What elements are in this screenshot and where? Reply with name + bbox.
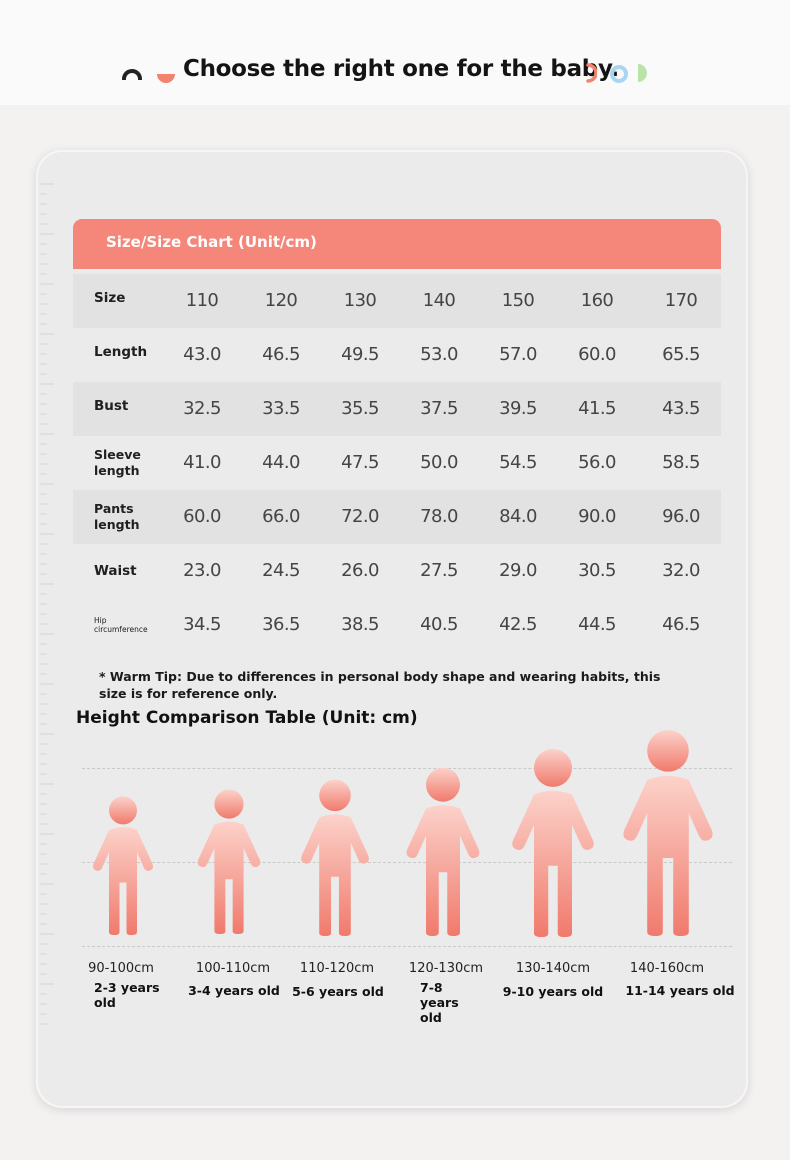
size-cell: 160 <box>580 290 614 311</box>
value-cell: 66.0 <box>262 506 300 527</box>
value-cell: 42.5 <box>499 614 537 635</box>
table-header: Size/Size Chart (Unit/cm) <box>73 219 721 269</box>
value-cell: 65.5 <box>662 344 700 365</box>
value-cell: 44.0 <box>262 452 300 473</box>
value-cell: 57.0 <box>499 344 537 365</box>
size-cell: 130 <box>343 290 377 311</box>
grid-line <box>82 862 732 863</box>
value-cell: 53.0 <box>420 344 458 365</box>
table-row-sleeve-length: Sleeve length 41.0 44.0 47.5 50.0 54.5 5… <box>73 436 721 490</box>
value-cell: 60.0 <box>578 344 616 365</box>
table-row-hip: Hip circumference 34.5 36.5 38.5 40.5 42… <box>73 598 721 652</box>
top-band <box>0 0 790 105</box>
size-cell: 110 <box>185 290 219 311</box>
height-table-title: Height Comparison Table (Unit: cm) <box>76 708 418 728</box>
row-label: Length <box>94 344 148 360</box>
child-figure-icon <box>616 727 720 937</box>
value-cell: 58.5 <box>662 452 700 473</box>
height-range: 120-130cm <box>408 961 484 976</box>
value-cell: 23.0 <box>183 560 221 581</box>
table-row-waist: Waist 23.0 24.5 26.0 27.5 29.0 30.5 32.0 <box>73 544 721 598</box>
arch-icon <box>122 69 142 80</box>
value-cell: 27.5 <box>420 560 458 581</box>
headline-row: Choose the right one for the baby. <box>0 52 790 96</box>
height-range: 100-110cm <box>195 961 271 976</box>
age-label: 11-14 years old <box>625 983 735 998</box>
age-label: 7-8 years old <box>420 980 459 1025</box>
row-label: Hip circumference <box>94 616 148 634</box>
table-row-length: Length 43.0 46.5 49.5 53.0 57.0 60.0 65.… <box>73 328 721 382</box>
ring-icon <box>610 65 628 83</box>
half-circle-icon <box>638 64 647 82</box>
value-cell: 36.5 <box>262 614 300 635</box>
value-cell: 34.5 <box>183 614 221 635</box>
age-label: 2-3 years old <box>94 980 160 1010</box>
child-figure-icon <box>400 766 486 936</box>
value-cell: 40.5 <box>420 614 458 635</box>
grid-line <box>82 946 732 947</box>
age-label: 3-4 years old <box>188 983 280 998</box>
value-cell: 72.0 <box>341 506 379 527</box>
value-cell: 43.5 <box>662 398 700 419</box>
crescent-icon <box>586 63 597 83</box>
value-cell: 44.5 <box>578 614 616 635</box>
size-cell: 170 <box>664 290 698 311</box>
value-cell: 26.0 <box>341 560 379 581</box>
value-cell: 60.0 <box>183 506 221 527</box>
height-range: 90-100cm <box>88 961 154 976</box>
value-cell: 78.0 <box>420 506 458 527</box>
child-figure-icon <box>192 788 266 934</box>
age-label: 5-6 years old <box>292 984 384 999</box>
row-label: Bust <box>94 398 129 414</box>
row-label: Waist <box>94 563 137 579</box>
child-figure-icon <box>294 778 376 936</box>
table-row-bust: Bust 32.5 33.5 35.5 37.5 39.5 41.5 43.5 <box>73 382 721 436</box>
value-cell: 33.5 <box>262 398 300 419</box>
row-label: Sleeve length <box>94 447 141 478</box>
table-row-size: Size 110 120 130 140 150 160 170 <box>73 274 721 328</box>
value-cell: 46.5 <box>662 614 700 635</box>
child-figure-icon <box>86 795 160 935</box>
value-cell: 96.0 <box>662 506 700 527</box>
size-table: Size 110 120 130 140 150 160 170 Length … <box>73 274 721 652</box>
size-cell: 140 <box>422 290 456 311</box>
value-cell: 84.0 <box>499 506 537 527</box>
value-cell: 41.5 <box>578 398 616 419</box>
value-cell: 29.0 <box>499 560 537 581</box>
height-range: 110-120cm <box>299 961 375 976</box>
value-cell: 90.0 <box>578 506 616 527</box>
value-cell: 56.0 <box>578 452 616 473</box>
value-cell: 35.5 <box>341 398 379 419</box>
value-cell: 39.5 <box>499 398 537 419</box>
value-cell: 30.5 <box>578 560 616 581</box>
table-title: Size/Size Chart (Unit/cm) <box>106 233 317 251</box>
value-cell: 32.5 <box>183 398 221 419</box>
value-cell: 24.5 <box>262 560 300 581</box>
bowl-icon <box>157 74 175 83</box>
value-cell: 54.5 <box>499 452 537 473</box>
row-label: Pants length <box>94 501 140 532</box>
row-label: Size <box>94 290 126 306</box>
size-cell: 150 <box>501 290 535 311</box>
size-cell: 120 <box>264 290 298 311</box>
height-range: 130-140cm <box>515 961 591 976</box>
warm-tip: * Warm Tip: Due to differences in person… <box>99 669 661 701</box>
value-cell: 38.5 <box>341 614 379 635</box>
grid-line <box>82 768 732 769</box>
value-cell: 46.5 <box>262 344 300 365</box>
table-row-pants-length: Pants length 60.0 66.0 72.0 78.0 84.0 90… <box>73 490 721 544</box>
headline: Choose the right one for the baby. <box>183 56 619 82</box>
value-cell: 32.0 <box>662 560 700 581</box>
ruler-decoration <box>40 183 54 1025</box>
value-cell: 47.5 <box>341 452 379 473</box>
age-label: 9-10 years old <box>502 984 604 999</box>
child-figure-icon <box>503 747 603 937</box>
value-cell: 41.0 <box>183 452 221 473</box>
value-cell: 43.0 <box>183 344 221 365</box>
height-range: 140-160cm <box>629 961 705 976</box>
value-cell: 49.5 <box>341 344 379 365</box>
value-cell: 50.0 <box>420 452 458 473</box>
value-cell: 37.5 <box>420 398 458 419</box>
